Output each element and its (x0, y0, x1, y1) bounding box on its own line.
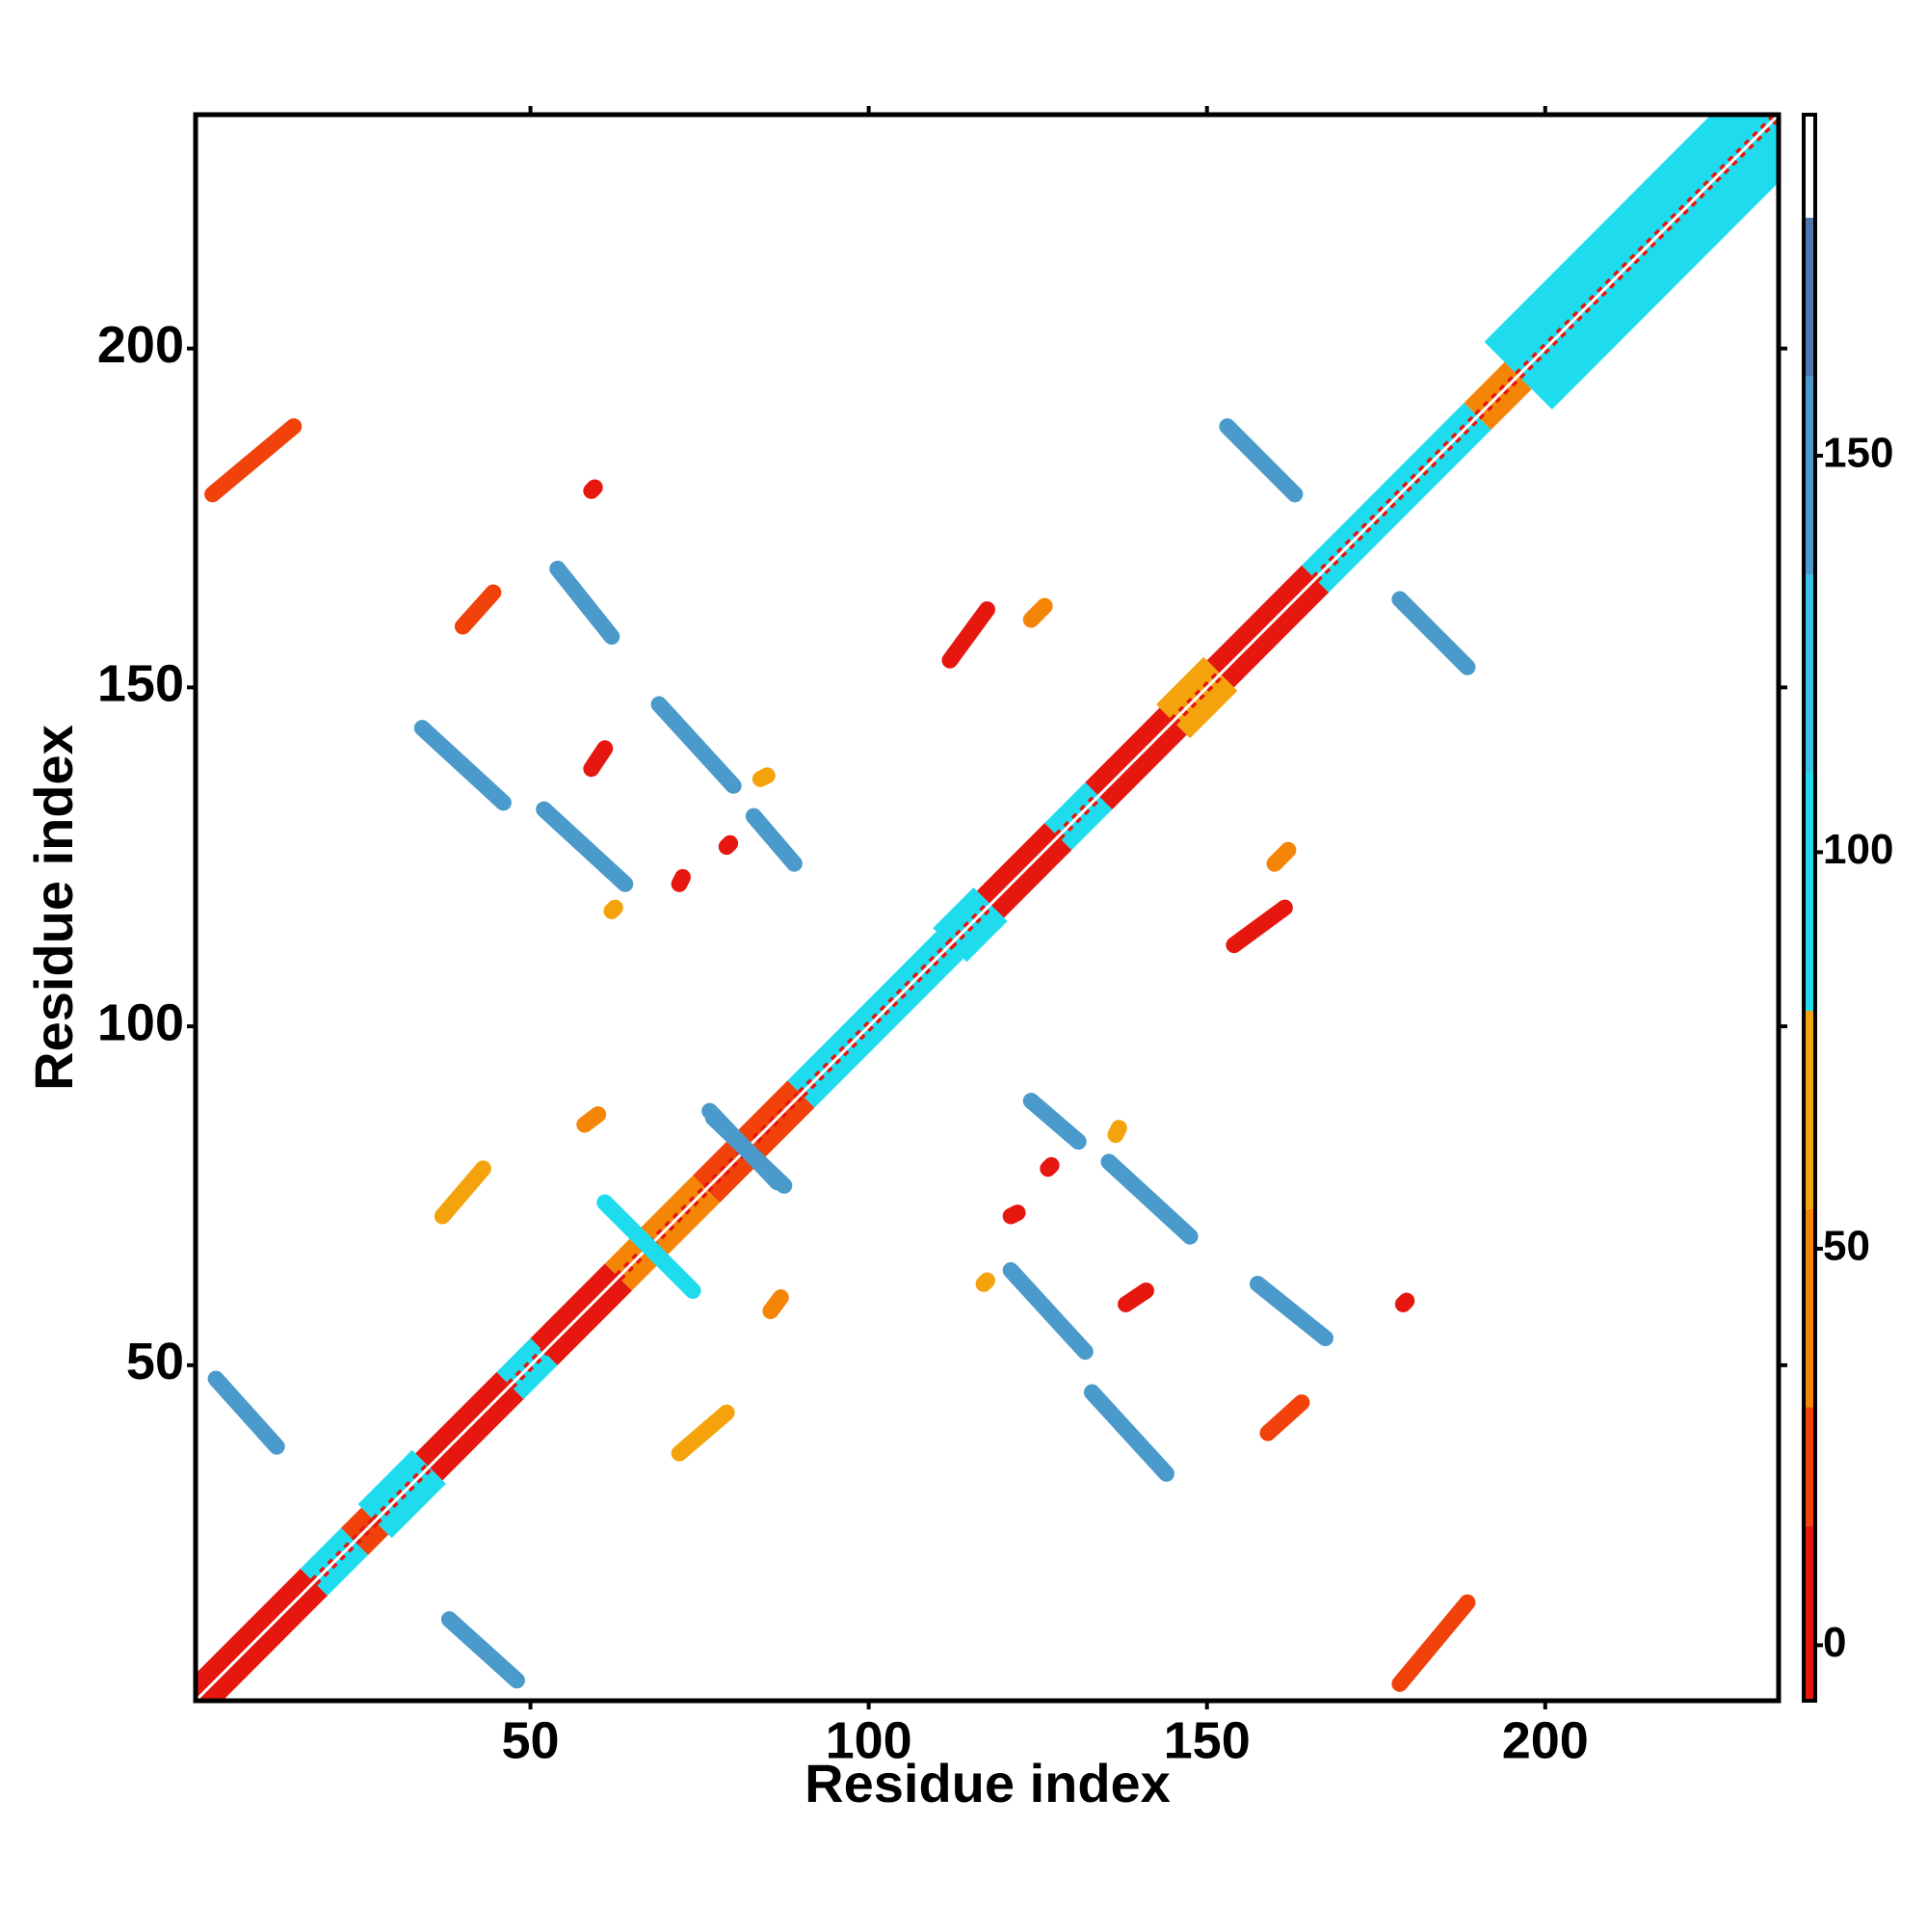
contact-mirror (583, 479, 603, 499)
contact-mirror (413, 720, 512, 811)
contact (671, 1404, 735, 1462)
contact (1266, 841, 1297, 872)
x-tick-label: 50 (502, 1711, 560, 1769)
contact (1249, 1275, 1333, 1347)
colorbar-segment (1804, 376, 1815, 575)
contact-mirror (941, 601, 995, 669)
y-tick-label: 50 (126, 1333, 184, 1390)
contact-mirror (671, 868, 691, 892)
contact-mirror (549, 560, 620, 646)
x-tick-label: 150 (1164, 1711, 1251, 1769)
contact-mirror (596, 1194, 701, 1299)
contact (1022, 1093, 1087, 1151)
colorbar-frame (1802, 113, 1817, 1703)
contact (1002, 1261, 1094, 1361)
contact (975, 1272, 995, 1292)
contact (440, 1611, 525, 1689)
contact-mirror (650, 696, 742, 794)
contact-mirror (454, 584, 502, 635)
colorbar-segment (1804, 1407, 1815, 1526)
contact (1226, 899, 1293, 954)
colorbar-segment (1804, 217, 1815, 377)
contact (1394, 1292, 1415, 1312)
colorbar-segment (1804, 574, 1815, 774)
contact-mirror (718, 834, 739, 856)
contact (762, 1289, 789, 1319)
contact (1118, 1283, 1154, 1312)
contact (1040, 1156, 1060, 1178)
x-tick-label: 100 (826, 1711, 912, 1769)
contact-mirror (745, 807, 803, 872)
y-tick-label: 150 (97, 655, 184, 713)
contact-mirror (536, 801, 634, 892)
contact-mirror (204, 418, 303, 503)
y-tick-label: 200 (97, 316, 184, 374)
colorbar-tick-label: 0 (1823, 1619, 1846, 1666)
x-axis-title: Residue index (805, 1753, 1171, 1813)
y-axis-title: Residue index (23, 725, 84, 1091)
colorbar-segment (1804, 1208, 1815, 1408)
colorbar-tick-label: 150 (1823, 430, 1893, 477)
contact-mirror (701, 1102, 786, 1191)
x-tick-label: 200 (1502, 1711, 1589, 1769)
contact (1083, 1384, 1175, 1482)
diagonal-center (196, 115, 1779, 1701)
contact (1002, 1204, 1026, 1225)
contact (1391, 591, 1476, 675)
contact-mirror (603, 899, 623, 919)
colorbar-segment (1804, 773, 1815, 1011)
contact (1100, 1153, 1199, 1245)
colorbar-tick-label: 100 (1823, 826, 1893, 873)
contact-mirror (752, 767, 776, 787)
y-tick-label: 100 (97, 993, 184, 1051)
contact-mirror (1022, 597, 1053, 628)
contact-mirror (576, 1106, 607, 1133)
colorbar-segment (1804, 1525, 1815, 1701)
contact-mirror (1219, 418, 1304, 503)
contact-mirror (434, 1160, 491, 1225)
colorbar-segment (1804, 1010, 1815, 1209)
colorbar-tick-label: 50 (1823, 1223, 1870, 1270)
contact (1107, 1120, 1127, 1144)
contact-mirror (207, 1370, 285, 1455)
contact (1391, 1594, 1476, 1692)
contact (1259, 1394, 1310, 1442)
plot-area (196, 115, 1779, 1701)
colorbar-segment (1804, 115, 1815, 218)
contact-mirror (583, 740, 614, 778)
plot-frame (193, 112, 1782, 1704)
